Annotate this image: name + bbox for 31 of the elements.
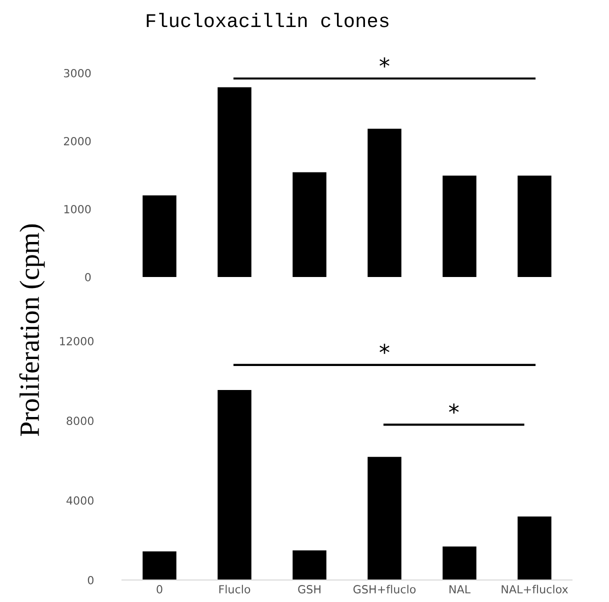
bar	[368, 456, 402, 580]
y-axis-title: Proliferation (cpm)	[19, 224, 45, 436]
bar	[518, 516, 552, 580]
y-tick-label: 2000	[64, 136, 91, 146]
annotation: *	[380, 344, 390, 354]
bar	[142, 195, 176, 277]
bar	[292, 172, 326, 277]
chart-title: Flucloxacillin clones	[146, 12, 388, 28]
y-tick-label: 1000	[64, 204, 91, 214]
y-tick-label: 0	[88, 576, 94, 584]
bar	[142, 551, 176, 580]
x-tick-label: NAL+fluclox	[502, 584, 568, 594]
bar	[442, 176, 476, 277]
bar	[518, 176, 552, 277]
text: *	[380, 57, 390, 68]
bar	[442, 546, 476, 580]
bar	[218, 87, 252, 277]
y-tick-label: 3000	[64, 68, 91, 78]
bar	[218, 390, 252, 580]
bar	[292, 550, 326, 580]
x-tick-label: 0	[156, 585, 162, 594]
x-tick-label: GSH	[298, 585, 320, 594]
y-tick-label: 0	[85, 272, 91, 282]
y-tick-label: 8000	[66, 416, 94, 426]
x-tick-label: GSH+fluclo	[353, 584, 416, 594]
annotation: *	[448, 404, 459, 414]
x-tick-label: NAL	[450, 585, 470, 594]
x-tick-label: Fluclo	[219, 584, 250, 594]
y-tick-label: 12000	[60, 336, 94, 346]
y-tick-label: 4000	[66, 496, 94, 505]
bar	[368, 128, 402, 277]
